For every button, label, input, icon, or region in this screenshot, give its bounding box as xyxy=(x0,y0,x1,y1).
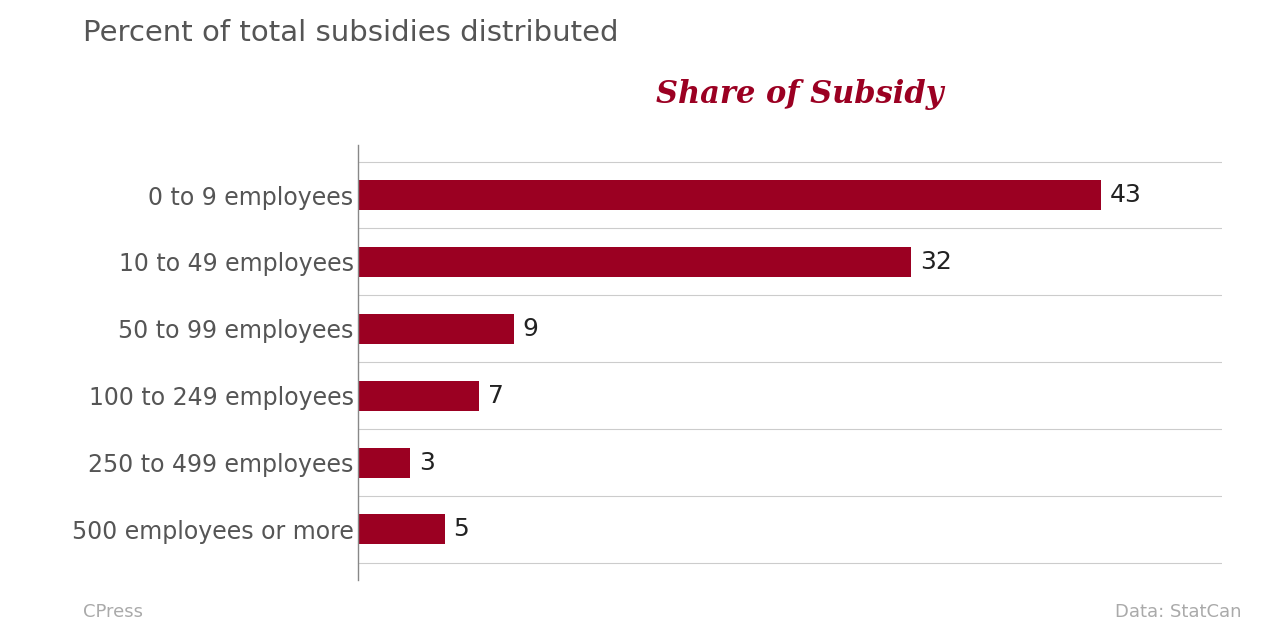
Text: 5: 5 xyxy=(453,517,470,541)
Text: Percent of total subsidies distributed: Percent of total subsidies distributed xyxy=(83,19,618,47)
Text: 43: 43 xyxy=(1110,183,1142,207)
Bar xyxy=(358,381,480,411)
Bar xyxy=(358,314,515,344)
Text: 3: 3 xyxy=(419,450,435,474)
Text: Share of Subsidy: Share of Subsidy xyxy=(657,79,943,110)
Bar xyxy=(358,180,1101,210)
Text: 9: 9 xyxy=(522,317,539,341)
Bar xyxy=(358,514,445,544)
Bar xyxy=(358,247,911,277)
Text: 7: 7 xyxy=(488,384,504,408)
Text: Data: StatCan: Data: StatCan xyxy=(1115,602,1242,621)
Text: 32: 32 xyxy=(920,250,952,274)
Text: CPress: CPress xyxy=(83,602,143,621)
Bar xyxy=(358,447,410,478)
